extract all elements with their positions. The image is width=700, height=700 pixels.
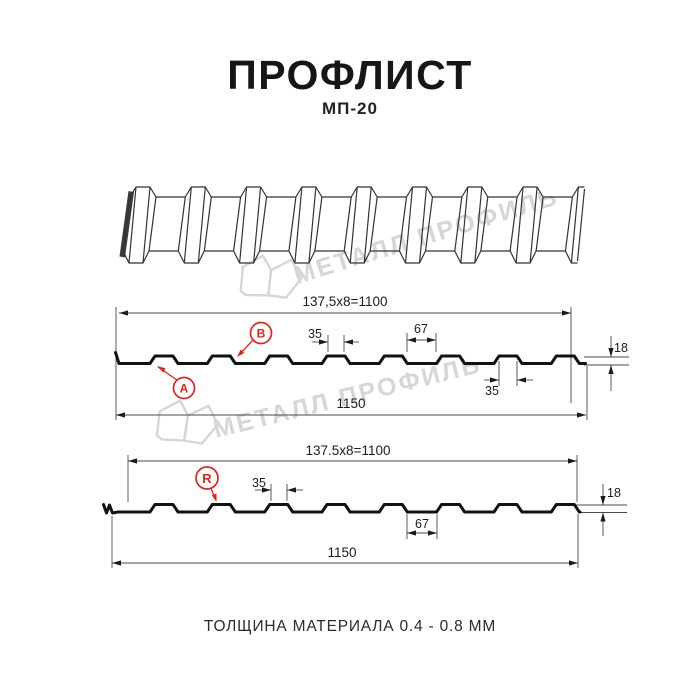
far-edge-profile [129,186,585,198]
rib-edge-line [570,186,579,264]
rib-edge-line [363,186,372,264]
dim-label-rib-top: 35 [308,327,322,341]
section-ab-drawing: 137,5x8=1100 35 67 35 18 1150 A B [114,294,629,420]
profile-section-line [102,503,582,515]
rib-edge-line [294,186,303,264]
dim-label-formula: 137,5x8=1100 [303,294,388,309]
rib-edge-line [529,186,538,264]
extension-lines [115,307,629,420]
rib-edge-line [454,196,463,252]
marker-b-label: B [257,327,266,341]
watermark-upper: МЕТАЛЛ ПРОФИЛЬ [239,183,562,299]
section-r-drawing: 137.5x8=1100 35 67 18 1150 R [102,443,627,568]
extension-lines [111,455,627,568]
rib-edge-line [122,196,131,252]
page-title: ПРОФЛИСТ [227,52,473,98]
rib-edge-line [480,196,489,252]
rib-edge-line [239,186,248,264]
dim-label-groove: 67 [415,517,429,531]
dimension-lines [112,458,606,566]
rib-edge-line [535,196,544,252]
sheet-right-cut-edge [576,188,586,262]
dim-label-total-width: 1150 [336,396,365,411]
rib-edge-line [233,196,242,252]
rib-edge-line [398,196,408,252]
rib-edge-line [253,186,262,264]
rib-edge-line [343,196,352,252]
rib-edge-line [314,196,323,252]
rib-edge-line [183,186,192,264]
rib-edge-line [148,196,157,252]
dim-label-rib-top: 35 [252,476,266,490]
rib-edge-line [404,186,414,264]
rib-edge-line [142,186,151,264]
profile-3d-drawing [119,186,586,264]
material-thickness-note: ТОЛЩИНА МАТЕРИАЛА 0.4 - 0.8 ММ [203,618,497,635]
profile-model-subtitle: МП-20 [322,99,378,118]
dim-label-height: 18 [614,341,628,355]
profile-section-line [114,351,587,365]
rib-edge-line [288,196,297,252]
rib-edge-line [177,196,186,252]
marker-a: A [157,366,196,400]
near-edge-profile [122,250,578,264]
marker-b: B [237,321,273,357]
rib-length-lines [122,186,579,264]
rib-edge-line [474,186,483,264]
dim-label-formula: 137.5x8=1100 [306,443,391,458]
rib-edge-line [369,196,378,252]
dim-label-rib-bottom: 35 [485,384,499,398]
rib-edge-line [509,196,518,252]
rib-edge-line [259,196,268,252]
rib-edge-line [424,196,434,252]
dimension-lines [116,310,614,418]
rib-edge-line [203,196,212,252]
rib-edge-line [308,186,317,264]
dim-label-groove: 67 [414,322,428,336]
rib-edge-line [515,186,524,264]
rib-edge-line [128,186,137,264]
metall-profil-logo-icon [267,258,303,299]
marker-r-label: R [202,471,212,486]
watermark-text: МЕТАЛЛ ПРОФИЛЬ [291,183,562,290]
rib-edge-line [564,196,573,252]
dim-label-height: 18 [607,486,621,500]
marker-a-label: A [180,382,189,396]
watermark-lower: МЕТАЛЛ ПРОФИЛЬ [155,350,484,445]
rib-edge-line [197,186,206,264]
dim-label-total-width: 1150 [327,545,356,560]
rib-edge-line [349,186,358,264]
rib-edge-line [418,186,428,264]
marker-r: R [195,466,219,502]
rib-edge-line [460,186,469,264]
